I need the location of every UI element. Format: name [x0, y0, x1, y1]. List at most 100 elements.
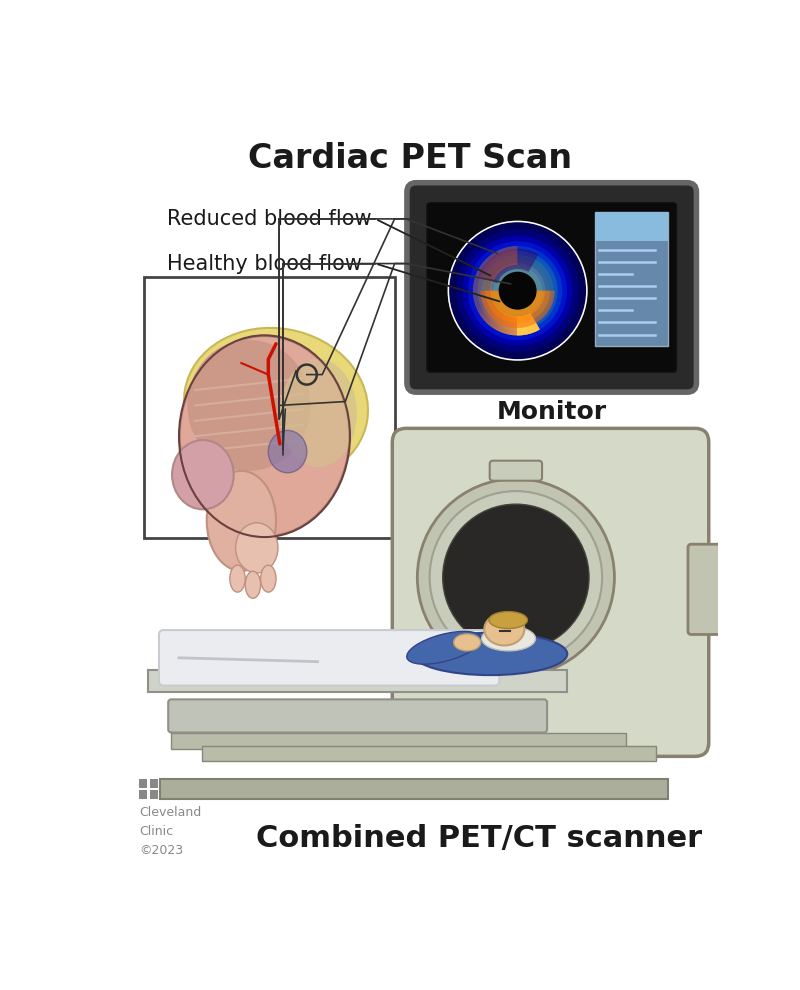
Wedge shape [479, 266, 496, 277]
Wedge shape [478, 267, 495, 278]
Wedge shape [516, 246, 518, 265]
Wedge shape [526, 315, 533, 334]
Wedge shape [530, 313, 540, 331]
Wedge shape [473, 292, 492, 295]
Wedge shape [513, 247, 516, 265]
Wedge shape [474, 298, 493, 305]
Bar [139, 790, 147, 799]
Wedge shape [506, 247, 512, 265]
Wedge shape [486, 258, 500, 272]
Wedge shape [486, 309, 500, 323]
Wedge shape [523, 316, 529, 335]
Circle shape [490, 263, 545, 318]
Wedge shape [484, 260, 498, 274]
Wedge shape [474, 281, 493, 286]
Wedge shape [512, 247, 515, 265]
FancyBboxPatch shape [392, 429, 709, 756]
Wedge shape [480, 291, 555, 328]
Wedge shape [474, 278, 493, 284]
Bar [144, 276, 394, 539]
Wedge shape [530, 313, 539, 331]
Circle shape [498, 271, 537, 310]
Wedge shape [475, 275, 494, 283]
Wedge shape [526, 315, 534, 333]
Wedge shape [522, 316, 526, 335]
Ellipse shape [280, 359, 357, 467]
Text: Monitor: Monitor [497, 400, 606, 424]
Wedge shape [493, 252, 504, 269]
Wedge shape [473, 287, 492, 290]
Wedge shape [477, 272, 494, 280]
Circle shape [442, 504, 589, 650]
Wedge shape [503, 248, 510, 266]
Wedge shape [481, 305, 497, 317]
Wedge shape [502, 248, 510, 266]
Wedge shape [520, 316, 523, 336]
Wedge shape [523, 316, 529, 335]
Wedge shape [517, 317, 518, 336]
Wedge shape [520, 316, 524, 336]
Wedge shape [477, 270, 494, 280]
Ellipse shape [406, 632, 482, 664]
Wedge shape [507, 316, 513, 335]
Ellipse shape [261, 565, 276, 592]
Wedge shape [473, 291, 492, 293]
Circle shape [418, 479, 614, 676]
Ellipse shape [172, 440, 234, 509]
Wedge shape [494, 313, 505, 330]
Text: Reduced blood flow: Reduced blood flow [167, 209, 372, 229]
Wedge shape [504, 315, 510, 334]
FancyBboxPatch shape [427, 203, 677, 372]
Wedge shape [482, 307, 498, 320]
Bar [160, 779, 668, 799]
Wedge shape [482, 306, 498, 318]
Wedge shape [502, 248, 510, 266]
Wedge shape [510, 247, 514, 265]
Wedge shape [493, 312, 504, 329]
Wedge shape [482, 306, 498, 319]
Wedge shape [490, 254, 502, 270]
Circle shape [474, 247, 562, 335]
Wedge shape [479, 267, 496, 278]
Bar [148, 670, 567, 692]
Wedge shape [477, 302, 494, 311]
Wedge shape [498, 249, 507, 267]
Wedge shape [474, 279, 493, 285]
Wedge shape [529, 314, 538, 332]
Wedge shape [474, 297, 493, 303]
Wedge shape [494, 251, 505, 268]
Wedge shape [498, 314, 507, 332]
Wedge shape [474, 296, 493, 302]
FancyBboxPatch shape [159, 630, 499, 685]
Wedge shape [518, 317, 519, 336]
Bar [171, 734, 626, 748]
Wedge shape [475, 300, 494, 308]
Wedge shape [510, 316, 514, 335]
Circle shape [450, 223, 586, 358]
Circle shape [469, 242, 566, 340]
Wedge shape [498, 249, 507, 267]
Circle shape [463, 237, 572, 345]
Wedge shape [491, 312, 503, 328]
Wedge shape [479, 304, 496, 315]
Wedge shape [475, 274, 494, 282]
Wedge shape [504, 248, 510, 266]
Wedge shape [478, 302, 495, 312]
Wedge shape [490, 311, 502, 327]
Circle shape [482, 255, 553, 326]
Wedge shape [473, 289, 492, 291]
Circle shape [430, 491, 602, 663]
Wedge shape [490, 291, 545, 318]
Wedge shape [478, 303, 495, 313]
Wedge shape [476, 300, 494, 308]
Wedge shape [496, 250, 506, 268]
Wedge shape [474, 277, 493, 284]
Wedge shape [474, 282, 492, 287]
Wedge shape [505, 248, 511, 266]
Wedge shape [491, 253, 503, 270]
Ellipse shape [206, 471, 276, 571]
Wedge shape [477, 301, 494, 310]
Wedge shape [519, 316, 522, 336]
Wedge shape [474, 280, 493, 286]
Wedge shape [485, 259, 499, 273]
